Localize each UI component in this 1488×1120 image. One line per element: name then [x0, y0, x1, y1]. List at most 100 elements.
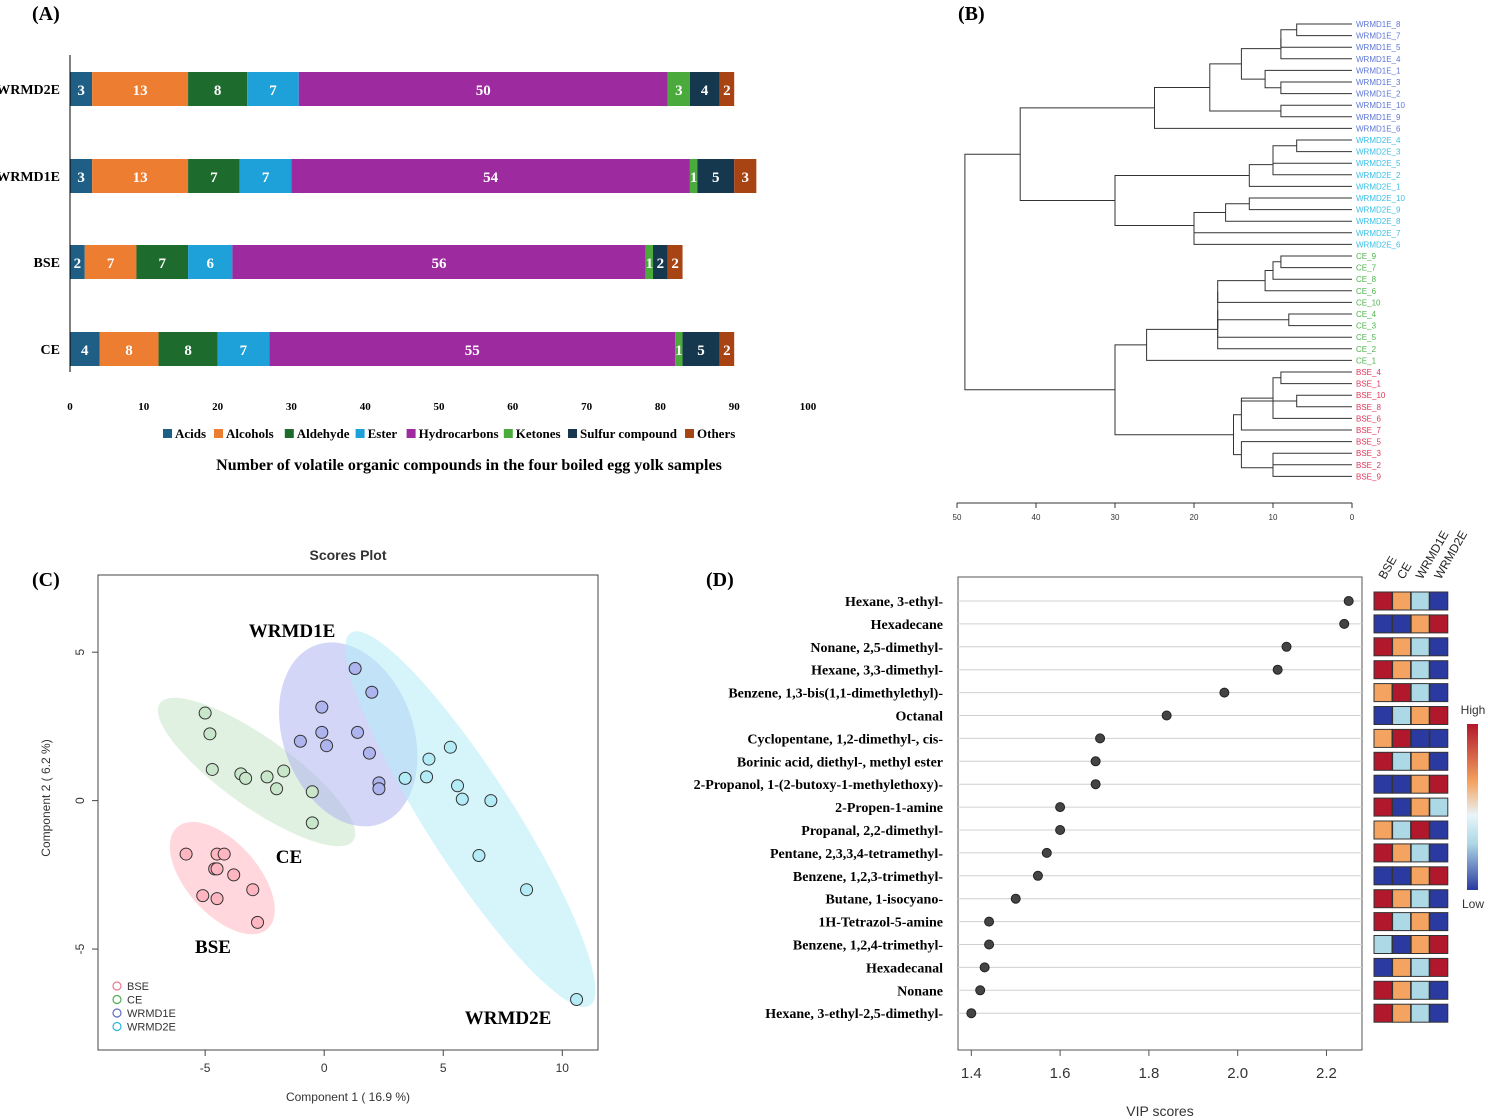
panel-b-dendrogram: WRMD1E_8 WRMD1E_7 WRMD1E_5 WRMD1E_4 WRMD1E_1…	[953, 20, 1406, 522]
chart-c-title: Scores Plot	[309, 547, 386, 563]
chart-c-ylabel: Component 2 ( 6.2 %)	[39, 739, 53, 856]
score-point	[455, 792, 469, 806]
bar-value-label: 1	[690, 170, 698, 186]
vip-point	[1161, 710, 1172, 721]
heatmap-cell	[1429, 889, 1449, 909]
bar-value-label: 6	[206, 256, 214, 272]
heatmap-cell	[1392, 728, 1412, 748]
feature-label: 2-Propanol, 1-(2-butoxy-1-methylethoxy)-	[694, 778, 944, 793]
vip-point	[1010, 893, 1021, 904]
x-tick-label: 60	[507, 401, 519, 413]
bar-value-label: 8	[125, 343, 133, 359]
dendrogram-branch	[1296, 139, 1352, 153]
score-point	[179, 847, 193, 861]
vip-point	[1032, 870, 1043, 881]
heatmap-cell	[1373, 935, 1393, 954]
heatmap-cell	[1429, 728, 1449, 748]
dendrogram-branch	[1280, 255, 1352, 269]
bar-value-label: 5	[697, 343, 705, 359]
dendrogram-branch	[1114, 175, 1250, 227]
x-tick-label: 30	[1111, 513, 1120, 522]
dendrogram-branch	[1240, 397, 1297, 402]
legend-entry: Hydrocarbons	[419, 426, 499, 441]
dendrogram-leaf-label: WRMD1E_7	[1356, 32, 1401, 41]
legend-entry: Alcohols	[226, 426, 274, 441]
dendrogram-branch	[1019, 107, 1155, 202]
dendrogram-leaf-label: CE_3	[1356, 322, 1377, 331]
x-tick-label: 80	[655, 401, 667, 413]
bar-value-label: 7	[210, 170, 218, 186]
bar-segment	[188, 159, 240, 193]
dendrogram-branch	[1240, 48, 1281, 80]
feature-label: Hexadecanal	[866, 961, 943, 976]
score-point	[239, 771, 253, 785]
bar-value-label: 3	[742, 170, 750, 186]
score-point	[227, 868, 241, 882]
heatmap-cell	[1410, 980, 1430, 1000]
x-tick-label: 0	[321, 1061, 328, 1075]
feature-label: Cyclopentane, 1,2-dimethyl-, cis-	[747, 732, 943, 747]
feature-label: Nonane, 2,5-dimethyl-	[810, 641, 943, 656]
score-point	[305, 816, 319, 830]
dendrogram-leaf-label: CE_8	[1356, 275, 1377, 284]
bar-value-label: 2	[671, 256, 679, 272]
heatmap-cell	[1392, 660, 1412, 680]
score-point	[472, 849, 486, 863]
bar-segment	[70, 332, 100, 366]
x-tick-label: 5	[440, 1061, 447, 1075]
x-tick-label: 10	[556, 1061, 570, 1075]
bar-value-label: 50	[476, 83, 491, 99]
bar-segment	[99, 332, 159, 366]
bar-segment	[217, 332, 270, 366]
bar-segment	[667, 245, 683, 279]
heatmap-cell	[1429, 957, 1449, 977]
heatmap-cell	[1410, 843, 1430, 863]
heatmap-cell	[1373, 660, 1393, 680]
heatmap-cell	[1373, 591, 1393, 611]
dendrogram-leaf-label: WRMD2E_2	[1356, 171, 1401, 180]
vip-point	[1055, 825, 1066, 835]
heatmap-cell	[1373, 957, 1393, 977]
heatmap-cell	[1392, 683, 1412, 703]
bar-segment	[653, 245, 668, 279]
heatmap-cell	[1410, 683, 1430, 703]
vip-point	[979, 962, 990, 973]
bar-segment	[70, 72, 93, 106]
legend-swatch	[355, 429, 365, 438]
dendrogram-leaf-label: WRMD2E_6	[1356, 240, 1401, 249]
legend-entry: Ester	[368, 426, 398, 441]
feature-label: Borinic acid, diethyl-, methyl ester	[737, 755, 943, 770]
score-point	[484, 794, 498, 808]
y-tick-label: 5	[73, 649, 87, 656]
plot-frame	[97, 574, 599, 1051]
feature-label: Benzene, 1,2,3-trimethyl-	[793, 870, 943, 885]
dendrogram-branch	[1264, 270, 1352, 292]
score-point	[422, 752, 436, 766]
x-tick-label: -5	[200, 1061, 211, 1075]
category-label: BSE	[34, 256, 60, 271]
dendrogram-leaf-label: WRMD1E_5	[1356, 43, 1401, 52]
bar-segment	[92, 72, 189, 106]
bar-value-label: 7	[159, 256, 167, 272]
heatmap-cell	[1410, 751, 1430, 771]
legend-marker	[112, 1021, 122, 1032]
bar-value-label: 2	[723, 83, 731, 99]
feature-label: Hexane, 3,3-dimethyl-	[811, 664, 943, 679]
vip-point	[1055, 802, 1066, 813]
heatmap-cell	[1429, 980, 1449, 1000]
heatmap-cell	[1429, 660, 1449, 680]
dendrogram-branch	[1240, 399, 1352, 431]
dendrogram-leaf-label: CE_2	[1356, 345, 1377, 354]
heatmap-cell	[1392, 706, 1412, 725]
feature-label: Pentane, 2,3,3,4-tetramethyl-	[770, 847, 943, 862]
category-label: CE	[41, 343, 60, 358]
bar-segment	[291, 159, 690, 193]
heatmap-cell	[1429, 935, 1449, 954]
dendrogram-leaf-label: CE_5	[1356, 333, 1377, 342]
colorbar-low-label: Low	[1462, 897, 1484, 911]
heatmap-cell	[1429, 591, 1449, 611]
bar-segment	[269, 332, 676, 366]
heatmap-cell	[1373, 1003, 1393, 1023]
